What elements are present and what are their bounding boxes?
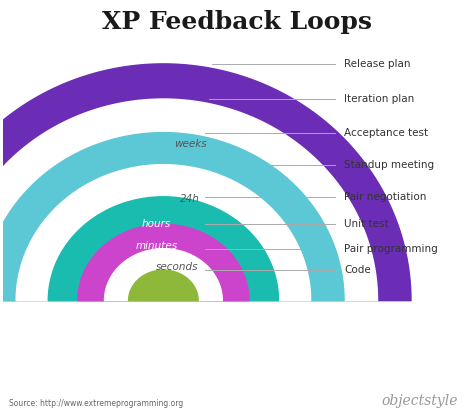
- Polygon shape: [104, 249, 222, 301]
- Text: 24h: 24h: [180, 194, 200, 204]
- Text: Source: http://www.extremeprogramming.org: Source: http://www.extremeprogramming.or…: [9, 399, 184, 408]
- Text: Standup meeting: Standup meeting: [344, 160, 434, 170]
- Text: days: days: [145, 166, 169, 176]
- Polygon shape: [48, 197, 279, 301]
- Polygon shape: [16, 165, 310, 301]
- Text: minutes: minutes: [136, 241, 178, 251]
- Text: Pair negotiation: Pair negotiation: [344, 192, 427, 202]
- Text: weeks: weeks: [174, 138, 207, 148]
- Polygon shape: [128, 270, 198, 301]
- Text: Pair programming: Pair programming: [344, 244, 438, 254]
- Text: Code: Code: [344, 265, 371, 275]
- Text: hours: hours: [142, 219, 171, 229]
- Polygon shape: [0, 64, 411, 301]
- Text: Release plan: Release plan: [344, 59, 410, 69]
- Text: Iteration plan: Iteration plan: [344, 94, 414, 104]
- Text: objectstyle: objectstyle: [382, 394, 458, 408]
- Text: XP Feedback Loops: XP Feedback Loops: [102, 10, 372, 34]
- Text: months: months: [124, 110, 163, 119]
- Text: Unit test: Unit test: [344, 219, 389, 229]
- Polygon shape: [0, 99, 377, 301]
- Text: Acceptance test: Acceptance test: [344, 127, 428, 138]
- Polygon shape: [78, 224, 249, 301]
- Polygon shape: [0, 133, 344, 301]
- Text: seconds: seconds: [155, 262, 198, 272]
